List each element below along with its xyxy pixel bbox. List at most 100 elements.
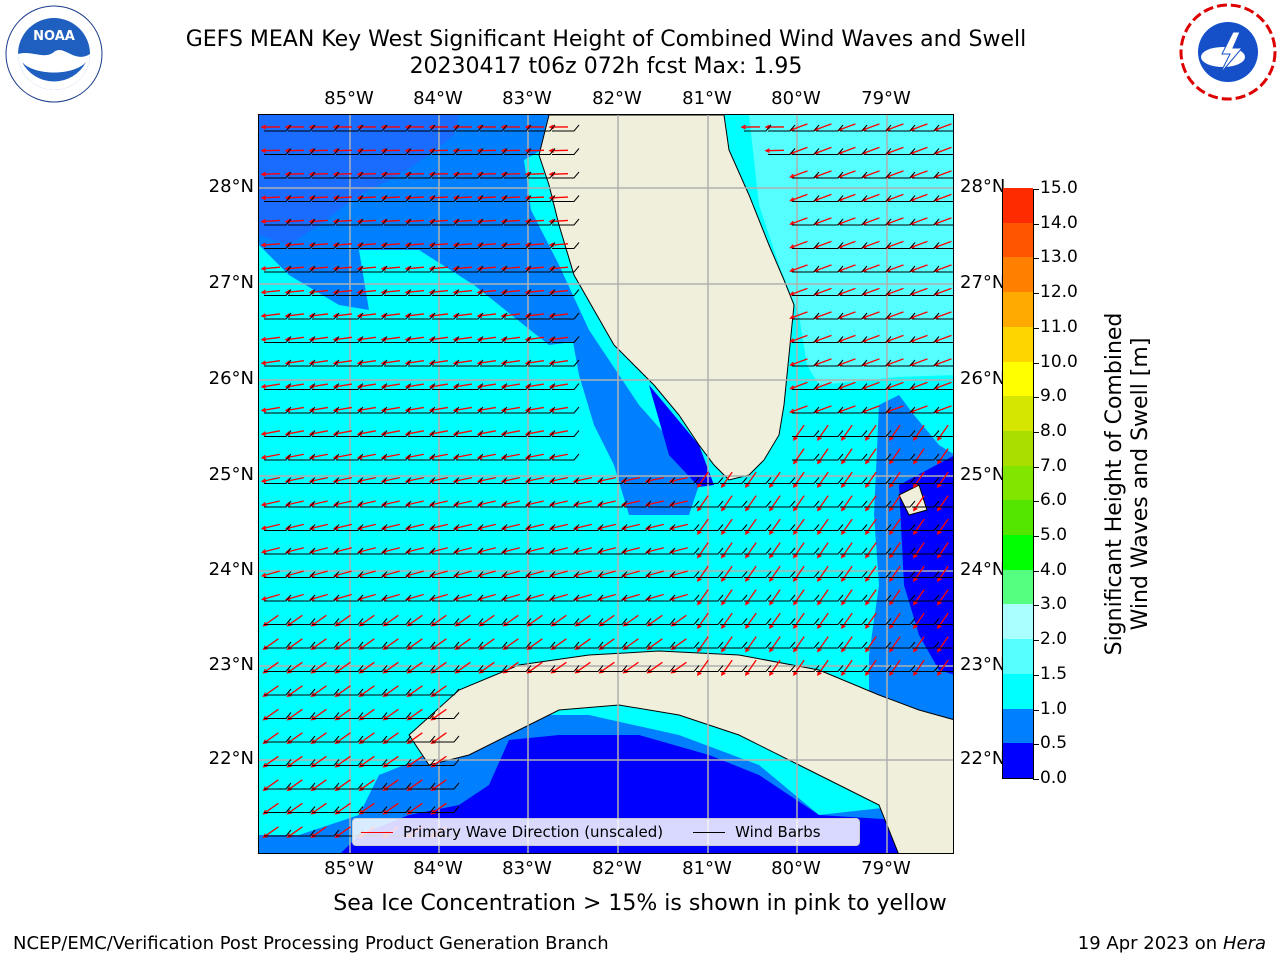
wind-barb [792, 571, 820, 578]
wave-arrow-head [308, 384, 315, 389]
wave-arrow [862, 358, 880, 366]
wind-barb [528, 430, 556, 437]
wave-arrow [527, 661, 543, 674]
wind-barb [720, 618, 748, 625]
wind-barb [360, 665, 388, 672]
wind-barb [912, 665, 940, 672]
wind-barb [648, 524, 676, 531]
x-tick-label: 80°W [771, 88, 821, 109]
wave-arrow-head [526, 645, 532, 650]
wave-arrow-head [404, 478, 411, 484]
wave-arrow-head [817, 576, 822, 583]
wave-arrow [334, 523, 352, 530]
wave-arrow [359, 614, 375, 627]
wind-barb [384, 594, 412, 602]
wave-arrow [913, 542, 925, 558]
wind-barb [504, 171, 532, 179]
wave-arrow-head [913, 647, 918, 653]
wind-barb [456, 383, 484, 390]
wind-barb [360, 218, 388, 226]
wave-arrow [406, 430, 424, 435]
colorbar-segment [1003, 465, 1033, 501]
wind-barb [504, 359, 532, 367]
wind-barb [384, 218, 412, 226]
wave-arrow-head [574, 668, 580, 674]
wave-arrow-head [865, 529, 870, 536]
wind-barb [264, 430, 292, 437]
wind-barb [432, 594, 460, 602]
wave-arrow-head [524, 431, 531, 436]
x-tick-label: 85°W [324, 858, 374, 879]
wave-arrow-head [721, 553, 726, 559]
wave-arrow-head [380, 525, 387, 531]
wind-barb [360, 242, 388, 249]
wind-barb [792, 430, 820, 437]
wave-arrow-head [548, 525, 555, 531]
wind-barb [384, 406, 412, 414]
wave-arrow-head [356, 525, 363, 531]
wave-arrow-head [937, 553, 942, 559]
wave-arrow-head [697, 482, 702, 489]
wind-barb [432, 712, 460, 719]
wave-arrow [889, 518, 901, 535]
wave-arrow [670, 570, 688, 577]
wave-arrow [262, 476, 280, 483]
wind-barb [408, 759, 436, 766]
wave-arrow-head [406, 809, 412, 815]
wave-arrow-head [332, 336, 339, 342]
wave-arrow [937, 424, 949, 441]
wave-arrow-head [358, 762, 364, 768]
wind-barb [360, 171, 388, 179]
wave-arrow [598, 523, 616, 530]
wind-barb [816, 195, 844, 202]
wind-barb [744, 641, 772, 649]
wave-arrow [865, 565, 877, 582]
wind-barb [432, 148, 460, 155]
colorbar-tick-label: 4.0 [1040, 559, 1068, 580]
wind-barb [360, 195, 388, 202]
wave-arrow [430, 593, 448, 601]
land-cuba [408, 650, 953, 853]
wave-arrow-head [500, 525, 507, 531]
wind-barb [792, 547, 820, 555]
wave-arrow [430, 453, 448, 459]
wave-arrow-head [358, 715, 364, 721]
wave-arrow-head [356, 454, 363, 460]
wave-arrow-head [430, 668, 436, 674]
wind-barb [336, 218, 364, 226]
wind-barb [840, 148, 868, 155]
wind-barb [936, 671, 953, 672]
wind-barb [384, 618, 412, 625]
wave-arrow [865, 589, 877, 605]
wind-barb [864, 383, 892, 390]
wave-arrow-head [428, 478, 435, 484]
wind-barb [408, 430, 436, 437]
wind-barb [912, 195, 940, 202]
wave-arrow [647, 638, 663, 650]
wave-arrow-head [646, 621, 652, 627]
wave-arrow [814, 405, 832, 413]
wave-arrow-head [286, 621, 292, 627]
wave-arrow [838, 193, 856, 202]
wave-arrow [817, 495, 829, 511]
wave-arrow-head [745, 553, 750, 559]
wave-arrow-head [524, 313, 531, 319]
wave-arrow [383, 638, 399, 650]
wind-barb [624, 571, 652, 578]
sea-ice-note: Sea Ice Concentration > 15% is shown in … [333, 891, 947, 916]
wave-arrow-head [286, 809, 292, 815]
wave-arrow [286, 476, 304, 483]
wave-arrow-head [430, 621, 436, 627]
wave-arrow-head [406, 645, 412, 650]
wind-barb [384, 665, 412, 672]
wind-barb [576, 665, 604, 672]
wave-arrow-head [308, 407, 315, 413]
wind-barb [480, 594, 508, 602]
wave-arrow [790, 334, 808, 343]
wind-barb [360, 688, 388, 696]
wave-arrow [934, 217, 952, 225]
wave-arrow-head [769, 623, 774, 630]
wave-arrow-head [502, 645, 508, 650]
wind-barb [384, 688, 412, 696]
wave-arrow [646, 476, 664, 483]
